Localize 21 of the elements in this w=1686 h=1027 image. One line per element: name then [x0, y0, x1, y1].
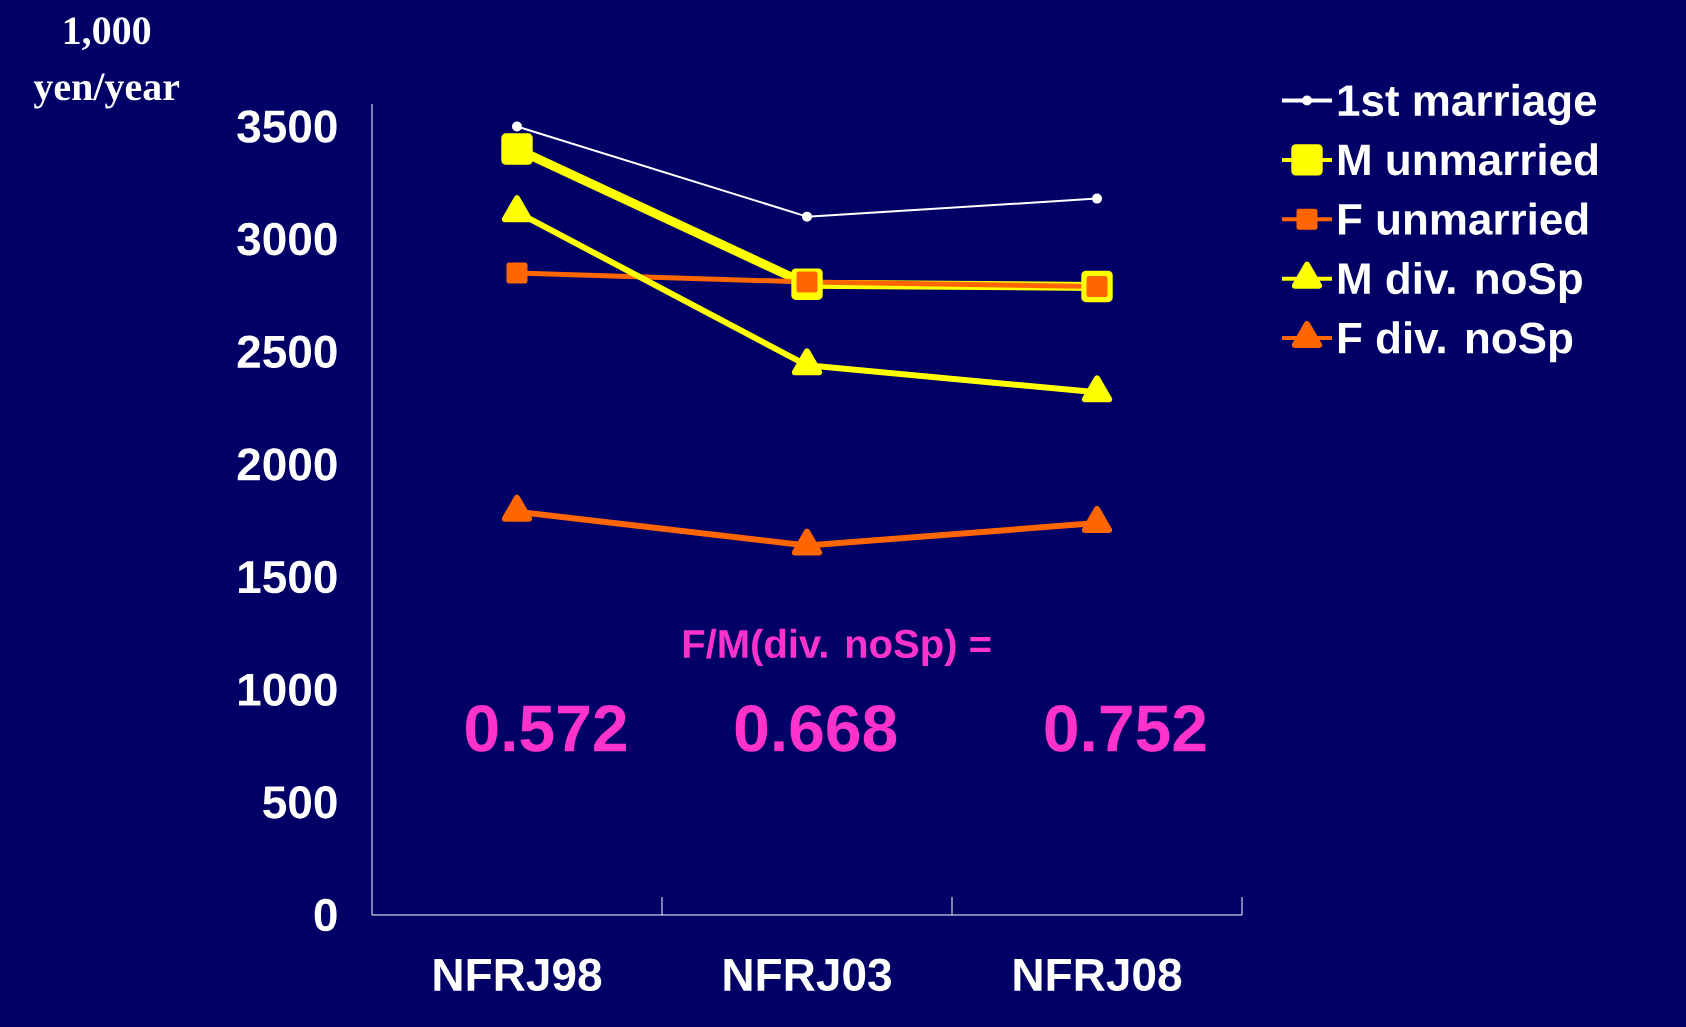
x-tick-label: NFRJ98	[434, 958, 602, 992]
x-tick-label: NFRJ03	[724, 958, 891, 992]
y-tick-label: 3500	[237, 110, 337, 143]
legend-label: F unmarried	[1338, 202, 1588, 235]
y-tick-label: 2000	[237, 448, 337, 481]
legend-label: M div. noSp	[1338, 261, 1582, 303]
legend-label: M unmarried	[1338, 143, 1598, 176]
y-tick-label: 2500	[237, 335, 337, 369]
legend-label: 1st marriage	[1338, 83, 1597, 126]
annotation: 0.752	[1045, 705, 1206, 752]
y-axis-title: 1,000 yen/year	[33, 17, 180, 109]
y-tick-label: 500	[263, 786, 337, 819]
legend-label: F div. noSp	[1338, 321, 1573, 363]
annotation: F/M(div. noSp) =	[683, 628, 991, 666]
y-tick-label: 3000	[237, 222, 337, 256]
y-tick-label: 0	[314, 898, 337, 932]
x-tick-label: NFRJ08	[1014, 958, 1182, 992]
y-tick-label: 1000	[239, 673, 337, 707]
annotation: 0.668	[735, 705, 897, 752]
y-tick-label: 1500	[239, 560, 337, 594]
annotation: 0.572	[466, 705, 626, 752]
